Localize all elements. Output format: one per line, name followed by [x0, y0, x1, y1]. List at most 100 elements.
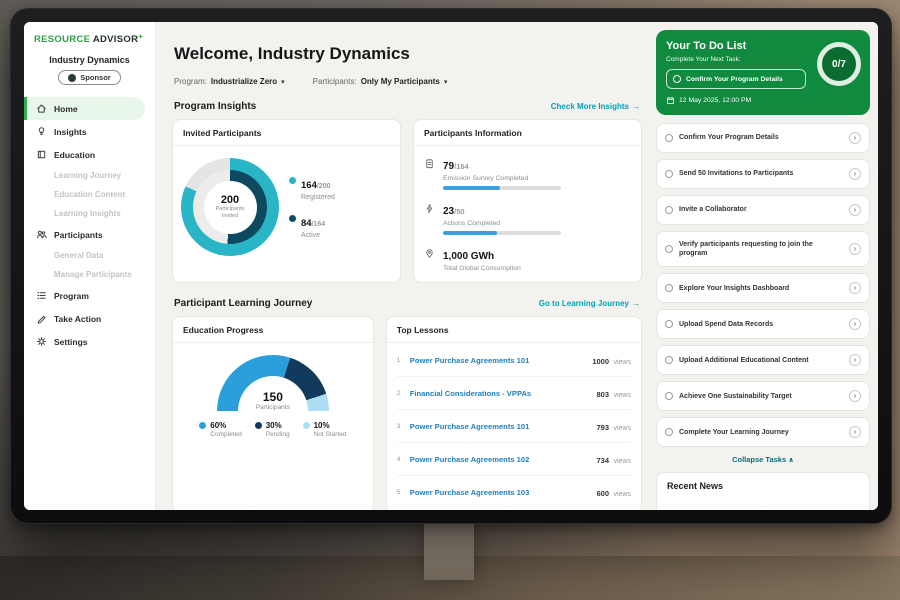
sidebar-item-take-action[interactable]: Take Action	[24, 307, 155, 330]
task-checkbox[interactable]	[665, 428, 673, 437]
sidebar-item-manage-participants[interactable]: Manage Participants	[24, 265, 155, 284]
task-item[interactable]: Upload Spend Data Records ›	[656, 309, 870, 340]
info-value: 23	[443, 206, 455, 217]
monitor-bezel: RESOURCE ADVISOR+ Industry Dynamics Spon…	[10, 8, 892, 524]
participants-filter[interactable]: Participants: Only My Participants ▾	[313, 77, 448, 86]
education-legend: 60% Completed 30% Pending 10% Not Starte…	[199, 421, 346, 438]
info-value: 79	[443, 161, 455, 172]
sidebar-item-home[interactable]: Home	[24, 97, 145, 120]
task-label: Invite a Collaborator	[679, 206, 747, 214]
check-more-insights-link[interactable]: Check More Insights →	[551, 102, 640, 111]
task-checkbox[interactable]	[665, 245, 673, 254]
sidebar-nav: Home Insights Education Learning Journey	[24, 97, 155, 353]
lesson-link[interactable]: Financial Considerations - VPPAs	[409, 388, 532, 398]
program-filter[interactable]: Program: Industrialize Zero ▾	[174, 77, 285, 86]
chevron-right-icon: ›	[849, 132, 861, 144]
task-checkbox[interactable]	[665, 356, 673, 365]
next-task-item[interactable]: Confirm Your Program Details	[666, 69, 806, 89]
lesson-views: 600	[596, 489, 610, 498]
monitor-stand	[424, 516, 474, 580]
logo-text-primary: RESOURCE	[34, 34, 91, 45]
sidebar-item-education-content[interactable]: Education Content	[24, 185, 155, 204]
legend-value: 84	[301, 218, 312, 229]
task-item[interactable]: Verify participants requesting to join t…	[656, 231, 870, 268]
sidebar-item-label: Program	[54, 290, 89, 301]
task-checkbox[interactable]	[665, 134, 673, 142]
lesson-row: 2 Financial Considerations - VPPAs 803 v…	[396, 377, 631, 410]
legend-label: Pending	[265, 431, 290, 438]
chevron-right-icon: ›	[849, 426, 861, 439]
task-item[interactable]: Achieve One Sustainability Target ›	[656, 381, 870, 412]
task-checkbox[interactable]	[665, 170, 673, 178]
sidebar-item-settings[interactable]: Settings	[24, 330, 155, 353]
filter-bar: Program: Industrialize Zero ▾ Participan…	[174, 77, 642, 86]
chevron-right-icon: ›	[849, 354, 861, 367]
participants-filter-value: Only My Participants	[360, 77, 440, 86]
chevron-right-icon: ›	[849, 168, 861, 180]
task-item[interactable]: Invite a Collaborator ›	[656, 195, 870, 225]
lesson-link[interactable]: Power Purchase Agreements 101	[409, 355, 530, 365]
task-item[interactable]: Confirm Your Program Details ›	[656, 123, 870, 153]
gear-icon	[36, 336, 47, 347]
recent-news-card: Recent News	[656, 472, 870, 510]
task-item[interactable]: Send 50 Invitations to Participants ›	[656, 159, 870, 189]
actions-completed-row: 23/50 Actions Completed	[424, 201, 631, 235]
pencil-icon	[36, 313, 47, 324]
task-checkbox[interactable]	[665, 284, 673, 293]
sidebar-item-learning-journey[interactable]: Learning Journey	[24, 166, 155, 185]
sidebar-item-general-data[interactable]: General Data	[24, 246, 155, 265]
legend-active: 84/164 Active	[289, 213, 335, 239]
program-insights-heading: Program Insights	[174, 101, 257, 112]
sidebar-item-participants[interactable]: Participants	[24, 223, 155, 246]
collapse-tasks-link[interactable]: Collapse Tasks ∧	[656, 455, 870, 464]
gauge-center-label: Participants	[255, 404, 290, 411]
legend-pending: 30% Pending	[254, 421, 290, 438]
lesson-link[interactable]: Power Purchase Agreements 102	[409, 454, 530, 464]
invited-legend: 164/200 Registered 84/164 Active	[289, 175, 335, 239]
sidebar-item-education[interactable]: Education	[24, 143, 155, 166]
lesson-views: 803	[596, 390, 610, 399]
sidebar-item-label: General Data	[54, 251, 104, 260]
info-label: Actions Completed	[443, 220, 501, 227]
sidebar-item-program[interactable]: Program	[24, 284, 155, 307]
lesson-rank: 1	[396, 356, 401, 364]
next-task-due: 12 May 2025, 12:00 PM	[666, 96, 860, 105]
emission-survey-progressbar	[443, 186, 561, 190]
next-task-label: Confirm Your Program Details	[686, 75, 783, 83]
legend-label: Active	[301, 232, 321, 239]
sidebar-item-learning-insights[interactable]: Learning Insights	[24, 204, 155, 223]
logo-text-secondary: ADVISOR	[92, 34, 139, 45]
legend-label: Completed	[210, 431, 242, 438]
go-to-learning-journey-link[interactable]: Go to Learning Journey →	[539, 299, 640, 308]
education-progress-card: Education Progress 150 Participants	[172, 316, 374, 510]
lesson-row: 4 Power Purchase Agreements 102 734 view…	[396, 443, 631, 476]
lesson-link[interactable]: Power Purchase Agreements 101	[409, 421, 530, 431]
task-label: Explore Your Insights Dashboard	[679, 284, 790, 292]
program-filter-value: Industrialize Zero	[210, 77, 278, 86]
program-insights-cards: Invited Participants 200 Participants In…	[172, 119, 642, 283]
task-item[interactable]: Complete Your Learning Journey ›	[656, 417, 870, 448]
lesson-views-suffix: views	[613, 392, 631, 399]
arrow-right-icon: →	[632, 299, 640, 308]
consumption-row: 1,000 GWh Total Global Consumption	[424, 246, 631, 272]
task-checkbox[interactable]	[673, 75, 681, 83]
progressbar-fill	[443, 186, 500, 190]
task-checkbox[interactable]	[665, 392, 673, 401]
task-checkbox[interactable]	[665, 320, 673, 329]
learning-journey-heading: Participant Learning Journey	[174, 298, 313, 309]
collapse-label: Collapse Tasks	[732, 455, 787, 465]
sidebar-item-insights[interactable]: Insights	[24, 120, 155, 143]
lesson-rank: 3	[396, 422, 401, 430]
lesson-link[interactable]: Power Purchase Agreements 103	[409, 487, 530, 497]
task-checkbox[interactable]	[665, 206, 673, 214]
chevron-down-icon: ▾	[281, 78, 285, 86]
legend-not-started: 10% Not Started	[302, 421, 346, 438]
card-title: Invited Participants	[173, 120, 400, 146]
sponsor-badge[interactable]: Sponsor	[58, 70, 121, 85]
clipboard-icon	[424, 158, 435, 169]
task-item[interactable]: Explore Your Insights Dashboard ›	[656, 273, 870, 304]
lesson-row: 3 Power Purchase Agreements 101 793 view…	[396, 410, 631, 443]
task-label: Send 50 Invitations to Participants	[679, 170, 794, 178]
task-label: Confirm Your Program Details	[679, 134, 779, 142]
task-item[interactable]: Upload Additional Educational Content ›	[656, 345, 870, 376]
